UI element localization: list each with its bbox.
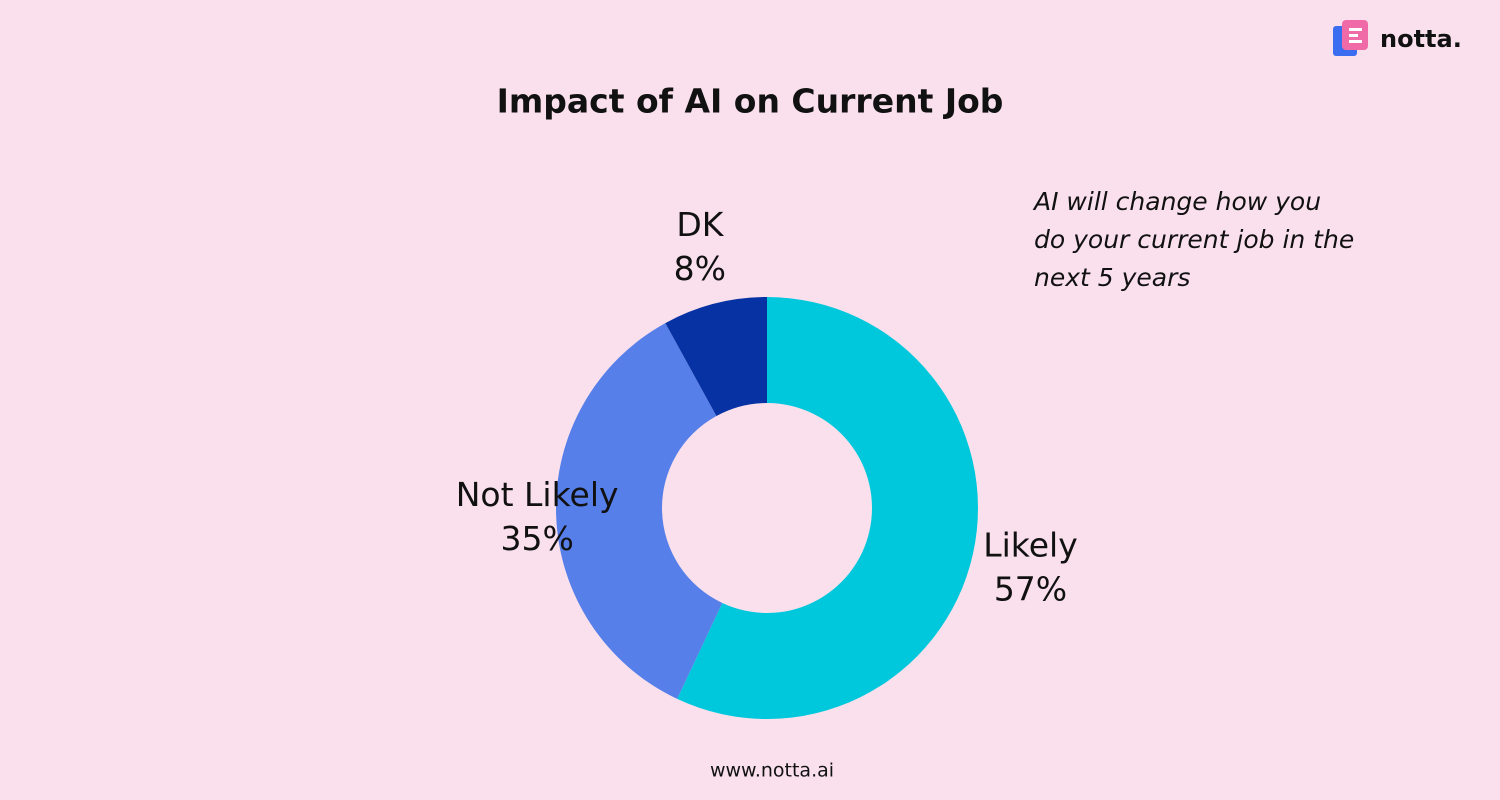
annotation-line: next 5 years bbox=[1034, 263, 1190, 292]
slice bbox=[665, 297, 767, 416]
footer-url: www.notta.ai bbox=[710, 760, 834, 782]
slice-label: DK bbox=[676, 205, 724, 244]
pie: Likely 57% Not Likely 35% DK 8% bbox=[456, 205, 1078, 720]
annotation: AI will change how you do your current jo… bbox=[1032, 187, 1354, 292]
annotation-line: AI will change how you bbox=[1032, 187, 1321, 216]
logo: notta. bbox=[1333, 20, 1462, 56]
slice-label: Not Likely bbox=[456, 475, 619, 514]
slice-label: Likely bbox=[983, 525, 1078, 564]
slice-value-label: 57% bbox=[994, 569, 1067, 608]
slice bbox=[677, 297, 978, 720]
slice-value-label: 8% bbox=[674, 249, 726, 288]
logo-icon-line bbox=[1349, 28, 1362, 31]
brand-name: notta. bbox=[1380, 25, 1462, 53]
logo-icon-line bbox=[1349, 34, 1358, 37]
slice bbox=[556, 323, 723, 699]
slice-value-label: 35% bbox=[500, 519, 573, 558]
chart-title: Impact of AI on Current Job bbox=[497, 82, 1004, 121]
logo-icon-line bbox=[1349, 40, 1362, 43]
annotation-line: do your current job in the bbox=[1034, 225, 1354, 254]
